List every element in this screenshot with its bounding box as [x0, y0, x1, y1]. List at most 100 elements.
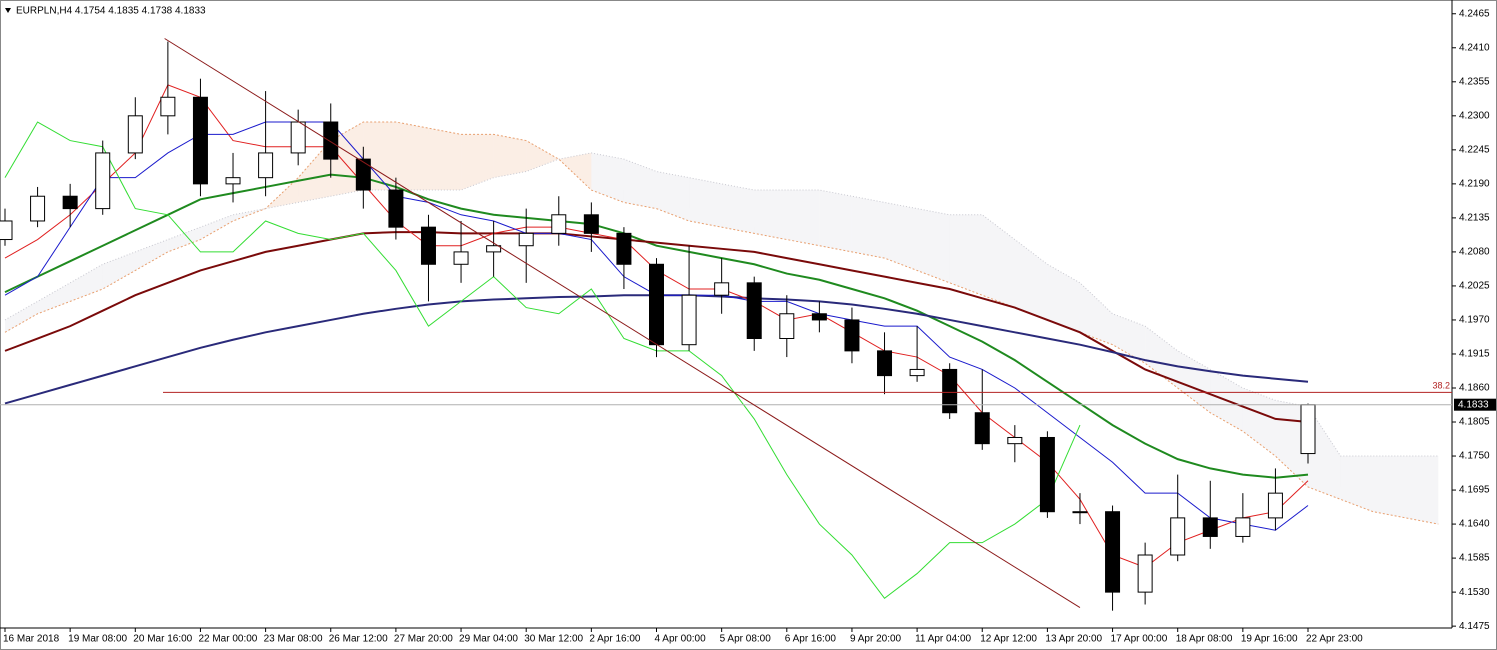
candle-body: [1137, 554, 1153, 593]
candle-body: [518, 232, 534, 247]
chart-title: EURPLN,H4 4.1754 4.1835 4.1738 4.1833: [16, 6, 206, 17]
cloud-segment: [265, 177, 299, 209]
senkou-span-a: [4, 121, 1439, 525]
cloud-segment: [493, 134, 527, 178]
x-tick-label: 22 Apr 23:00: [1306, 634, 1363, 645]
y-tick-label: 4.1750: [1459, 451, 1490, 462]
cloud-segment: [851, 196, 885, 259]
x-tick-label: 17 Apr 00:00: [1111, 634, 1168, 645]
candle-body: [258, 152, 274, 179]
cloud-segment: [754, 190, 787, 240]
x-tick-label: 30 Mar 12:00: [524, 634, 583, 645]
y-tick-label: 4.2410: [1459, 42, 1490, 53]
candle-body: [714, 282, 730, 296]
cloud-segment: [656, 171, 690, 221]
candle-body: [1039, 436, 1055, 513]
x-tick-label: 27 Mar 20:00: [394, 634, 453, 645]
y-tick-label: 4.1915: [1459, 349, 1490, 360]
cloud-segment: [1145, 326, 1178, 388]
cloud-segment: [819, 190, 852, 252]
candle-body: [974, 412, 990, 445]
candle-body: [877, 350, 893, 377]
plot: [0, 41, 1439, 611]
cloud-segment: [37, 282, 71, 314]
fib-label: 38.2: [1432, 381, 1450, 391]
candle-body: [1072, 511, 1088, 514]
cloud-segment: [623, 159, 657, 209]
indicator-line: [4, 231, 1309, 424]
candle-body: [323, 121, 339, 160]
y-tick-label: 4.1585: [1459, 553, 1490, 564]
candle-body: [551, 214, 567, 234]
y-tick-label: 4.2355: [1459, 76, 1490, 87]
y-tick-label: 4.2245: [1459, 144, 1490, 155]
x-tick-label: 20 Mar 16:00: [133, 634, 192, 645]
candle-body: [616, 232, 632, 265]
cloud-segment: [5, 301, 38, 333]
y-tick-label: 4.1530: [1459, 587, 1490, 598]
indicator-line: [4, 173, 1309, 479]
cloud-segment: [1340, 456, 1374, 512]
y-tick-label: 4.2135: [1459, 213, 1490, 224]
cloud-segment: [200, 214, 234, 240]
x-tick-label: 12 Apr 12:00: [980, 634, 1037, 645]
x-tick-label: 9 Apr 20:00: [850, 634, 902, 645]
cloud-segment: [1373, 456, 1406, 518]
candle-body: [583, 214, 599, 234]
cloud-segment: [591, 152, 624, 203]
x-tick-label: 26 Mar 12:00: [329, 634, 388, 645]
x-tick-label: 5 Apr 08:00: [720, 634, 772, 645]
x-tick-label: 4 Apr 00:00: [655, 634, 707, 645]
x-tick-label: 22 Mar 00:00: [198, 634, 257, 645]
candle-body: [649, 263, 664, 346]
candle-body: [746, 282, 762, 340]
candle-body: [225, 177, 241, 185]
candle-body: [1202, 517, 1218, 537]
candle-body: [290, 121, 306, 154]
candle-body: [30, 195, 46, 222]
candle-body: [192, 96, 208, 185]
cloud-segment: [70, 264, 103, 302]
candle-body: [453, 251, 469, 265]
candle-body: [1007, 436, 1023, 445]
cloud-segment: [395, 122, 429, 191]
senkou-span-b: [4, 152, 1439, 457]
y-tick-label: 4.1860: [1459, 383, 1490, 394]
cloud-segment: [721, 183, 755, 234]
candle-body: [1105, 511, 1121, 593]
x-tick-label: 13 Apr 20:00: [1045, 634, 1102, 645]
y-tick-label: 4.1640: [1459, 519, 1490, 530]
candle-body: [388, 189, 404, 228]
y-tick-label: 4.2025: [1459, 281, 1490, 292]
candle-body: [1267, 492, 1283, 519]
candle-body: [62, 195, 78, 210]
candle-body: [486, 245, 502, 253]
x-tick-label: 11 Apr 04:00: [915, 634, 971, 645]
cloud-segment: [428, 128, 462, 191]
y-tick-label: 4.1695: [1459, 485, 1490, 496]
indicator-line: [4, 121, 1081, 600]
cloud-segment: [1047, 264, 1080, 333]
candle-body: [811, 313, 827, 321]
x-tick-label: 16 Mar 2018: [3, 634, 60, 645]
candle-body: [95, 152, 111, 210]
cloud-segment: [689, 177, 722, 228]
y-tick-label: 4.2465: [1459, 8, 1490, 19]
y-tick-label: 4.1805: [1459, 417, 1490, 428]
candle-body: [779, 313, 795, 340]
x-tick-label: 18 Apr 08:00: [1176, 634, 1233, 645]
y-tick-label: 4.1970: [1459, 315, 1490, 326]
cloud-segment: [1405, 456, 1439, 525]
candle-body: [1235, 517, 1251, 537]
cloud-segment: [135, 239, 168, 271]
candle-body: [0, 220, 13, 241]
x-tick-label: 23 Mar 08:00: [264, 634, 323, 645]
cloud-segment: [884, 202, 918, 271]
last-price-label: 4.1833: [1458, 399, 1489, 410]
cloud-segment: [233, 208, 266, 221]
cloud-segment: [786, 190, 820, 246]
last-price-box: [1454, 398, 1496, 411]
cloud-segment: [949, 214, 983, 296]
candle-body: [1170, 517, 1186, 556]
candle-body: [355, 158, 371, 191]
